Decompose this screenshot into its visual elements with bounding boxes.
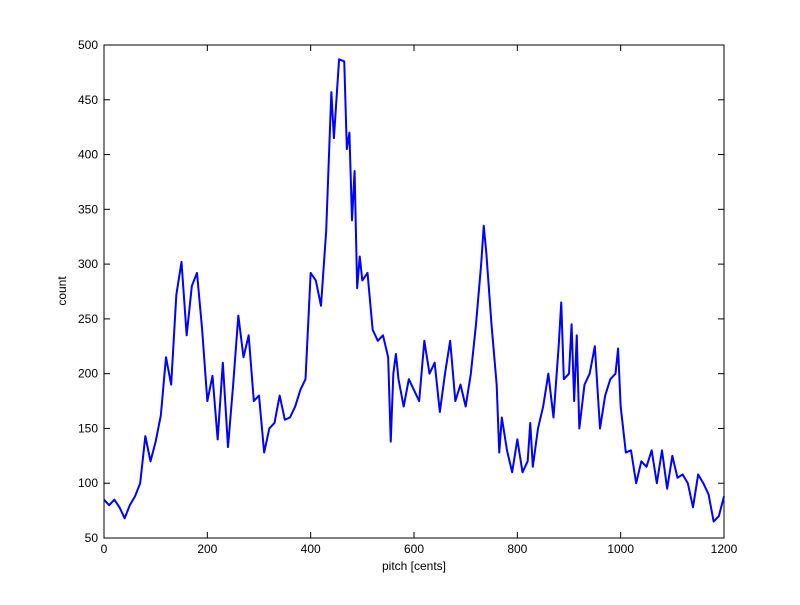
x-tick-label: 400: [301, 542, 321, 556]
x-tick-label: 600: [404, 542, 424, 556]
y-axis-label: count: [55, 276, 69, 306]
y-tick-label: 400: [78, 148, 98, 162]
x-tick-label: 800: [507, 542, 527, 556]
x-tick-label: 1200: [711, 542, 738, 556]
y-tick-label: 350: [78, 202, 98, 216]
y-tick-label: 300: [78, 257, 98, 271]
x-tick-label: 200: [197, 542, 217, 556]
y-tick-label: 50: [85, 531, 99, 545]
y-tick-label: 100: [78, 476, 98, 490]
x-tick-label: 0: [101, 542, 108, 556]
plot-area: [103, 44, 725, 539]
x-tick-label: 1000: [607, 542, 634, 556]
y-tick-label: 500: [78, 38, 98, 52]
y-tick-label: 450: [78, 93, 98, 107]
y-tick-label: 250: [78, 312, 98, 326]
x-axis-label: pitch [cents]: [382, 559, 446, 573]
data-line: [103, 58, 725, 523]
y-tick-label: 150: [78, 421, 98, 435]
y-tick-label: 200: [78, 367, 98, 381]
